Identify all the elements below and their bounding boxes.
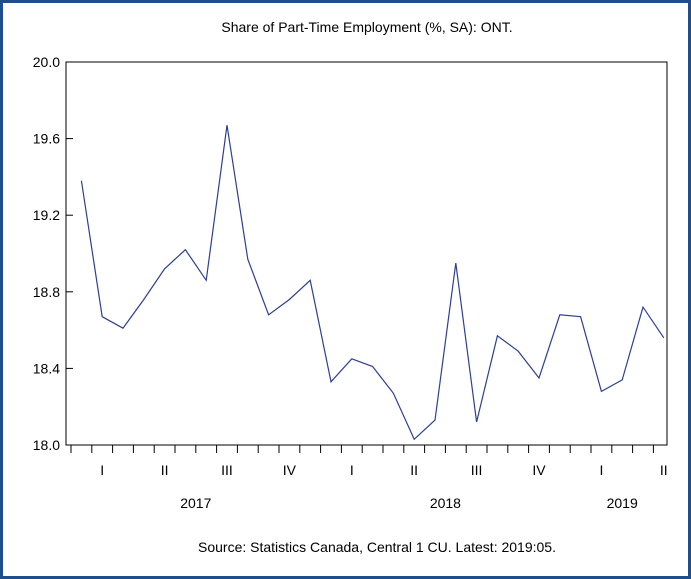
y-tick-label: 19.2 — [33, 207, 60, 223]
chart-title: Share of Part-Time Employment (%, SA): O… — [221, 19, 512, 35]
y-tick-label: 18.0 — [33, 437, 60, 453]
x-year-label: 2017 — [180, 495, 211, 511]
x-year-label: 2019 — [607, 495, 638, 511]
y-tick-label: 18.4 — [33, 360, 60, 376]
x-quarter-label: II — [660, 462, 668, 478]
x-quarter-label: II — [161, 462, 169, 478]
x-quarter-label: III — [471, 462, 483, 478]
x-quarter-label: I — [599, 462, 603, 478]
x-quarter-label: I — [350, 462, 354, 478]
x-quarter-label: IV — [532, 462, 546, 478]
x-year-label: 2018 — [430, 495, 461, 511]
x-quarter-label: IV — [283, 462, 297, 478]
series-line — [80, 125, 665, 441]
y-tick-label: 20.0 — [33, 54, 60, 70]
chart-source: Source: Statistics Canada, Central 1 CU.… — [198, 539, 556, 555]
x-quarter-label: II — [410, 462, 418, 478]
series-layer — [80, 125, 665, 441]
plot-area — [65, 61, 668, 446]
y-axis: 18.0 18.4 18.8 19.2 19.6 20.0 — [33, 54, 73, 453]
y-tick-label: 18.8 — [33, 284, 60, 300]
x-quarter-label: III — [221, 462, 233, 478]
x-quarter-label: I — [100, 462, 104, 478]
y-tick-label: 19.6 — [33, 131, 60, 147]
